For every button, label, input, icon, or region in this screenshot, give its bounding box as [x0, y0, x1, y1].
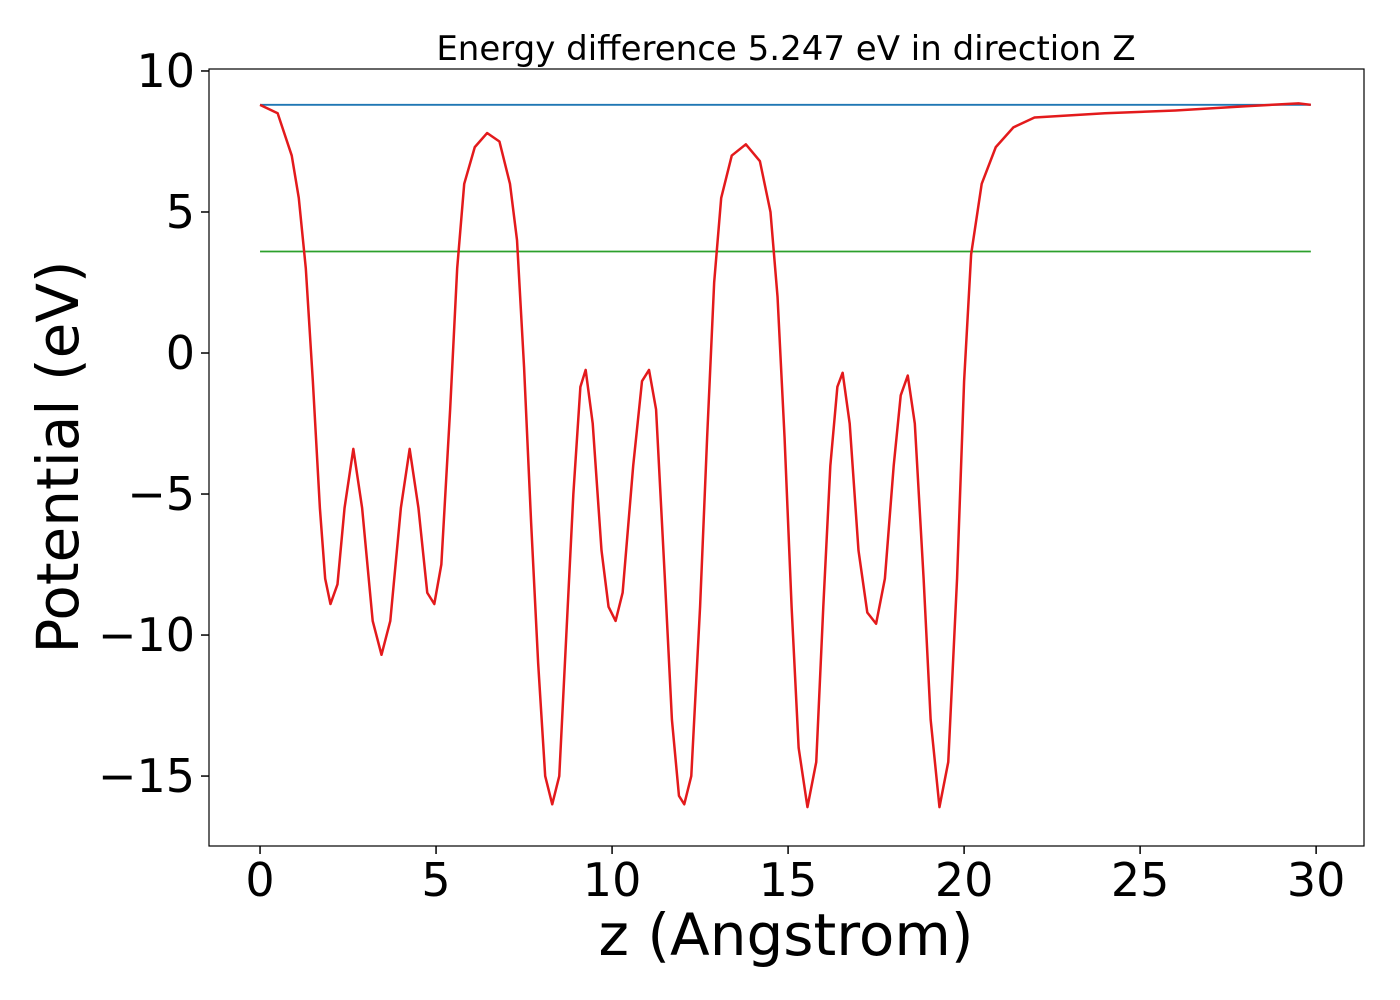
x-tick-label: 15 — [759, 853, 818, 907]
x-tick-label: 10 — [583, 853, 642, 907]
y-tick-label: −15 — [98, 749, 195, 803]
y-tick-label: 0 — [166, 326, 195, 380]
x-tick-label: 25 — [1111, 853, 1170, 907]
x-tick-label: 30 — [1287, 853, 1346, 907]
x-tick-label: 0 — [245, 853, 274, 907]
x-axis-label: z (Angstrom) — [599, 901, 974, 969]
y-tick-label: −10 — [98, 608, 195, 662]
chart-title: Energy difference 5.247 eV in direction … — [436, 29, 1135, 69]
y-axis-label: Potential (eV) — [24, 260, 92, 653]
y-tick-label: 10 — [136, 44, 195, 98]
plot-frame — [208, 68, 1365, 847]
x-tick-label: 20 — [935, 853, 994, 907]
y-tick-label: −5 — [127, 467, 195, 521]
y-tick-label: 5 — [166, 185, 195, 239]
data-line — [259, 102, 1311, 809]
x-tick-label: 5 — [421, 853, 450, 907]
